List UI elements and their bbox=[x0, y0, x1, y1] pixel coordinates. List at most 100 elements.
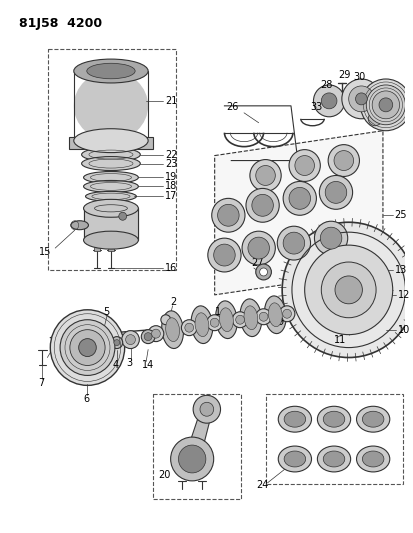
Ellipse shape bbox=[82, 148, 140, 161]
Circle shape bbox=[356, 93, 367, 105]
Ellipse shape bbox=[325, 181, 347, 203]
Ellipse shape bbox=[283, 232, 305, 254]
Bar bbox=[108, 247, 114, 251]
Ellipse shape bbox=[214, 244, 235, 266]
Ellipse shape bbox=[185, 323, 194, 332]
Text: 28: 28 bbox=[320, 80, 333, 90]
Ellipse shape bbox=[85, 191, 136, 201]
Ellipse shape bbox=[282, 309, 292, 318]
Circle shape bbox=[342, 79, 381, 119]
Ellipse shape bbox=[244, 306, 258, 329]
Ellipse shape bbox=[259, 312, 268, 321]
Ellipse shape bbox=[74, 59, 148, 83]
Ellipse shape bbox=[319, 175, 353, 209]
Ellipse shape bbox=[87, 63, 135, 79]
Ellipse shape bbox=[83, 199, 138, 217]
Text: 10: 10 bbox=[398, 325, 410, 335]
Bar bbox=[153, 394, 241, 499]
Circle shape bbox=[335, 276, 362, 304]
Text: 24: 24 bbox=[256, 480, 268, 490]
Text: 4: 4 bbox=[113, 360, 119, 370]
Ellipse shape bbox=[232, 312, 248, 328]
Ellipse shape bbox=[279, 306, 295, 322]
Ellipse shape bbox=[212, 198, 245, 232]
Circle shape bbox=[368, 112, 382, 126]
Circle shape bbox=[321, 262, 376, 318]
Ellipse shape bbox=[181, 320, 197, 336]
Ellipse shape bbox=[256, 309, 271, 325]
Ellipse shape bbox=[320, 227, 342, 249]
Ellipse shape bbox=[111, 337, 123, 349]
Ellipse shape bbox=[83, 181, 138, 192]
Ellipse shape bbox=[161, 315, 171, 325]
Ellipse shape bbox=[242, 231, 275, 265]
Bar bbox=[266, 394, 403, 484]
Text: 7: 7 bbox=[38, 378, 45, 389]
Ellipse shape bbox=[356, 406, 390, 432]
Text: 31: 31 bbox=[384, 86, 396, 96]
Ellipse shape bbox=[82, 157, 140, 171]
Ellipse shape bbox=[144, 333, 152, 341]
Text: 2: 2 bbox=[171, 297, 177, 307]
Bar bbox=[69, 136, 153, 149]
Text: 12: 12 bbox=[398, 290, 410, 300]
Ellipse shape bbox=[219, 308, 233, 332]
Ellipse shape bbox=[328, 144, 359, 176]
Ellipse shape bbox=[334, 151, 354, 171]
Ellipse shape bbox=[268, 303, 282, 327]
Ellipse shape bbox=[216, 301, 237, 338]
Circle shape bbox=[119, 212, 127, 220]
Text: 22: 22 bbox=[165, 150, 177, 159]
Circle shape bbox=[60, 320, 115, 375]
Ellipse shape bbox=[141, 330, 155, 344]
Ellipse shape bbox=[114, 340, 120, 345]
Ellipse shape bbox=[122, 330, 139, 349]
Ellipse shape bbox=[323, 451, 345, 467]
Text: 13: 13 bbox=[395, 265, 407, 275]
Circle shape bbox=[321, 93, 337, 109]
Circle shape bbox=[372, 91, 399, 119]
Circle shape bbox=[313, 85, 345, 117]
Ellipse shape bbox=[289, 188, 311, 209]
Text: 19: 19 bbox=[165, 173, 177, 182]
Text: 29: 29 bbox=[338, 70, 350, 80]
Ellipse shape bbox=[317, 446, 351, 472]
Text: 18: 18 bbox=[165, 181, 177, 191]
Circle shape bbox=[200, 402, 214, 416]
Ellipse shape bbox=[264, 296, 286, 334]
Ellipse shape bbox=[323, 411, 345, 427]
Circle shape bbox=[305, 245, 393, 335]
Circle shape bbox=[70, 330, 105, 366]
Ellipse shape bbox=[252, 195, 273, 216]
Ellipse shape bbox=[240, 299, 262, 336]
Ellipse shape bbox=[277, 226, 311, 260]
Circle shape bbox=[379, 98, 393, 112]
Ellipse shape bbox=[218, 204, 239, 226]
Text: 33: 33 bbox=[311, 102, 323, 112]
Ellipse shape bbox=[284, 411, 306, 427]
Circle shape bbox=[349, 86, 374, 112]
Circle shape bbox=[171, 437, 214, 481]
Ellipse shape bbox=[71, 221, 88, 230]
Circle shape bbox=[260, 268, 268, 276]
Ellipse shape bbox=[191, 306, 213, 344]
Bar bbox=[48, 49, 176, 270]
Ellipse shape bbox=[283, 181, 316, 215]
Text: 26: 26 bbox=[226, 102, 239, 112]
Ellipse shape bbox=[148, 326, 164, 342]
Bar bbox=[94, 247, 100, 251]
Text: 1: 1 bbox=[215, 307, 221, 317]
Ellipse shape bbox=[284, 451, 306, 467]
Text: 27: 27 bbox=[251, 258, 263, 268]
Ellipse shape bbox=[236, 315, 244, 324]
Text: 21: 21 bbox=[165, 96, 177, 106]
Ellipse shape bbox=[195, 313, 209, 336]
Ellipse shape bbox=[356, 446, 390, 472]
Ellipse shape bbox=[162, 311, 183, 349]
Circle shape bbox=[78, 338, 96, 357]
Ellipse shape bbox=[83, 231, 138, 249]
Polygon shape bbox=[83, 208, 138, 240]
Ellipse shape bbox=[278, 446, 311, 472]
Text: 5: 5 bbox=[103, 307, 109, 317]
Circle shape bbox=[256, 264, 271, 280]
